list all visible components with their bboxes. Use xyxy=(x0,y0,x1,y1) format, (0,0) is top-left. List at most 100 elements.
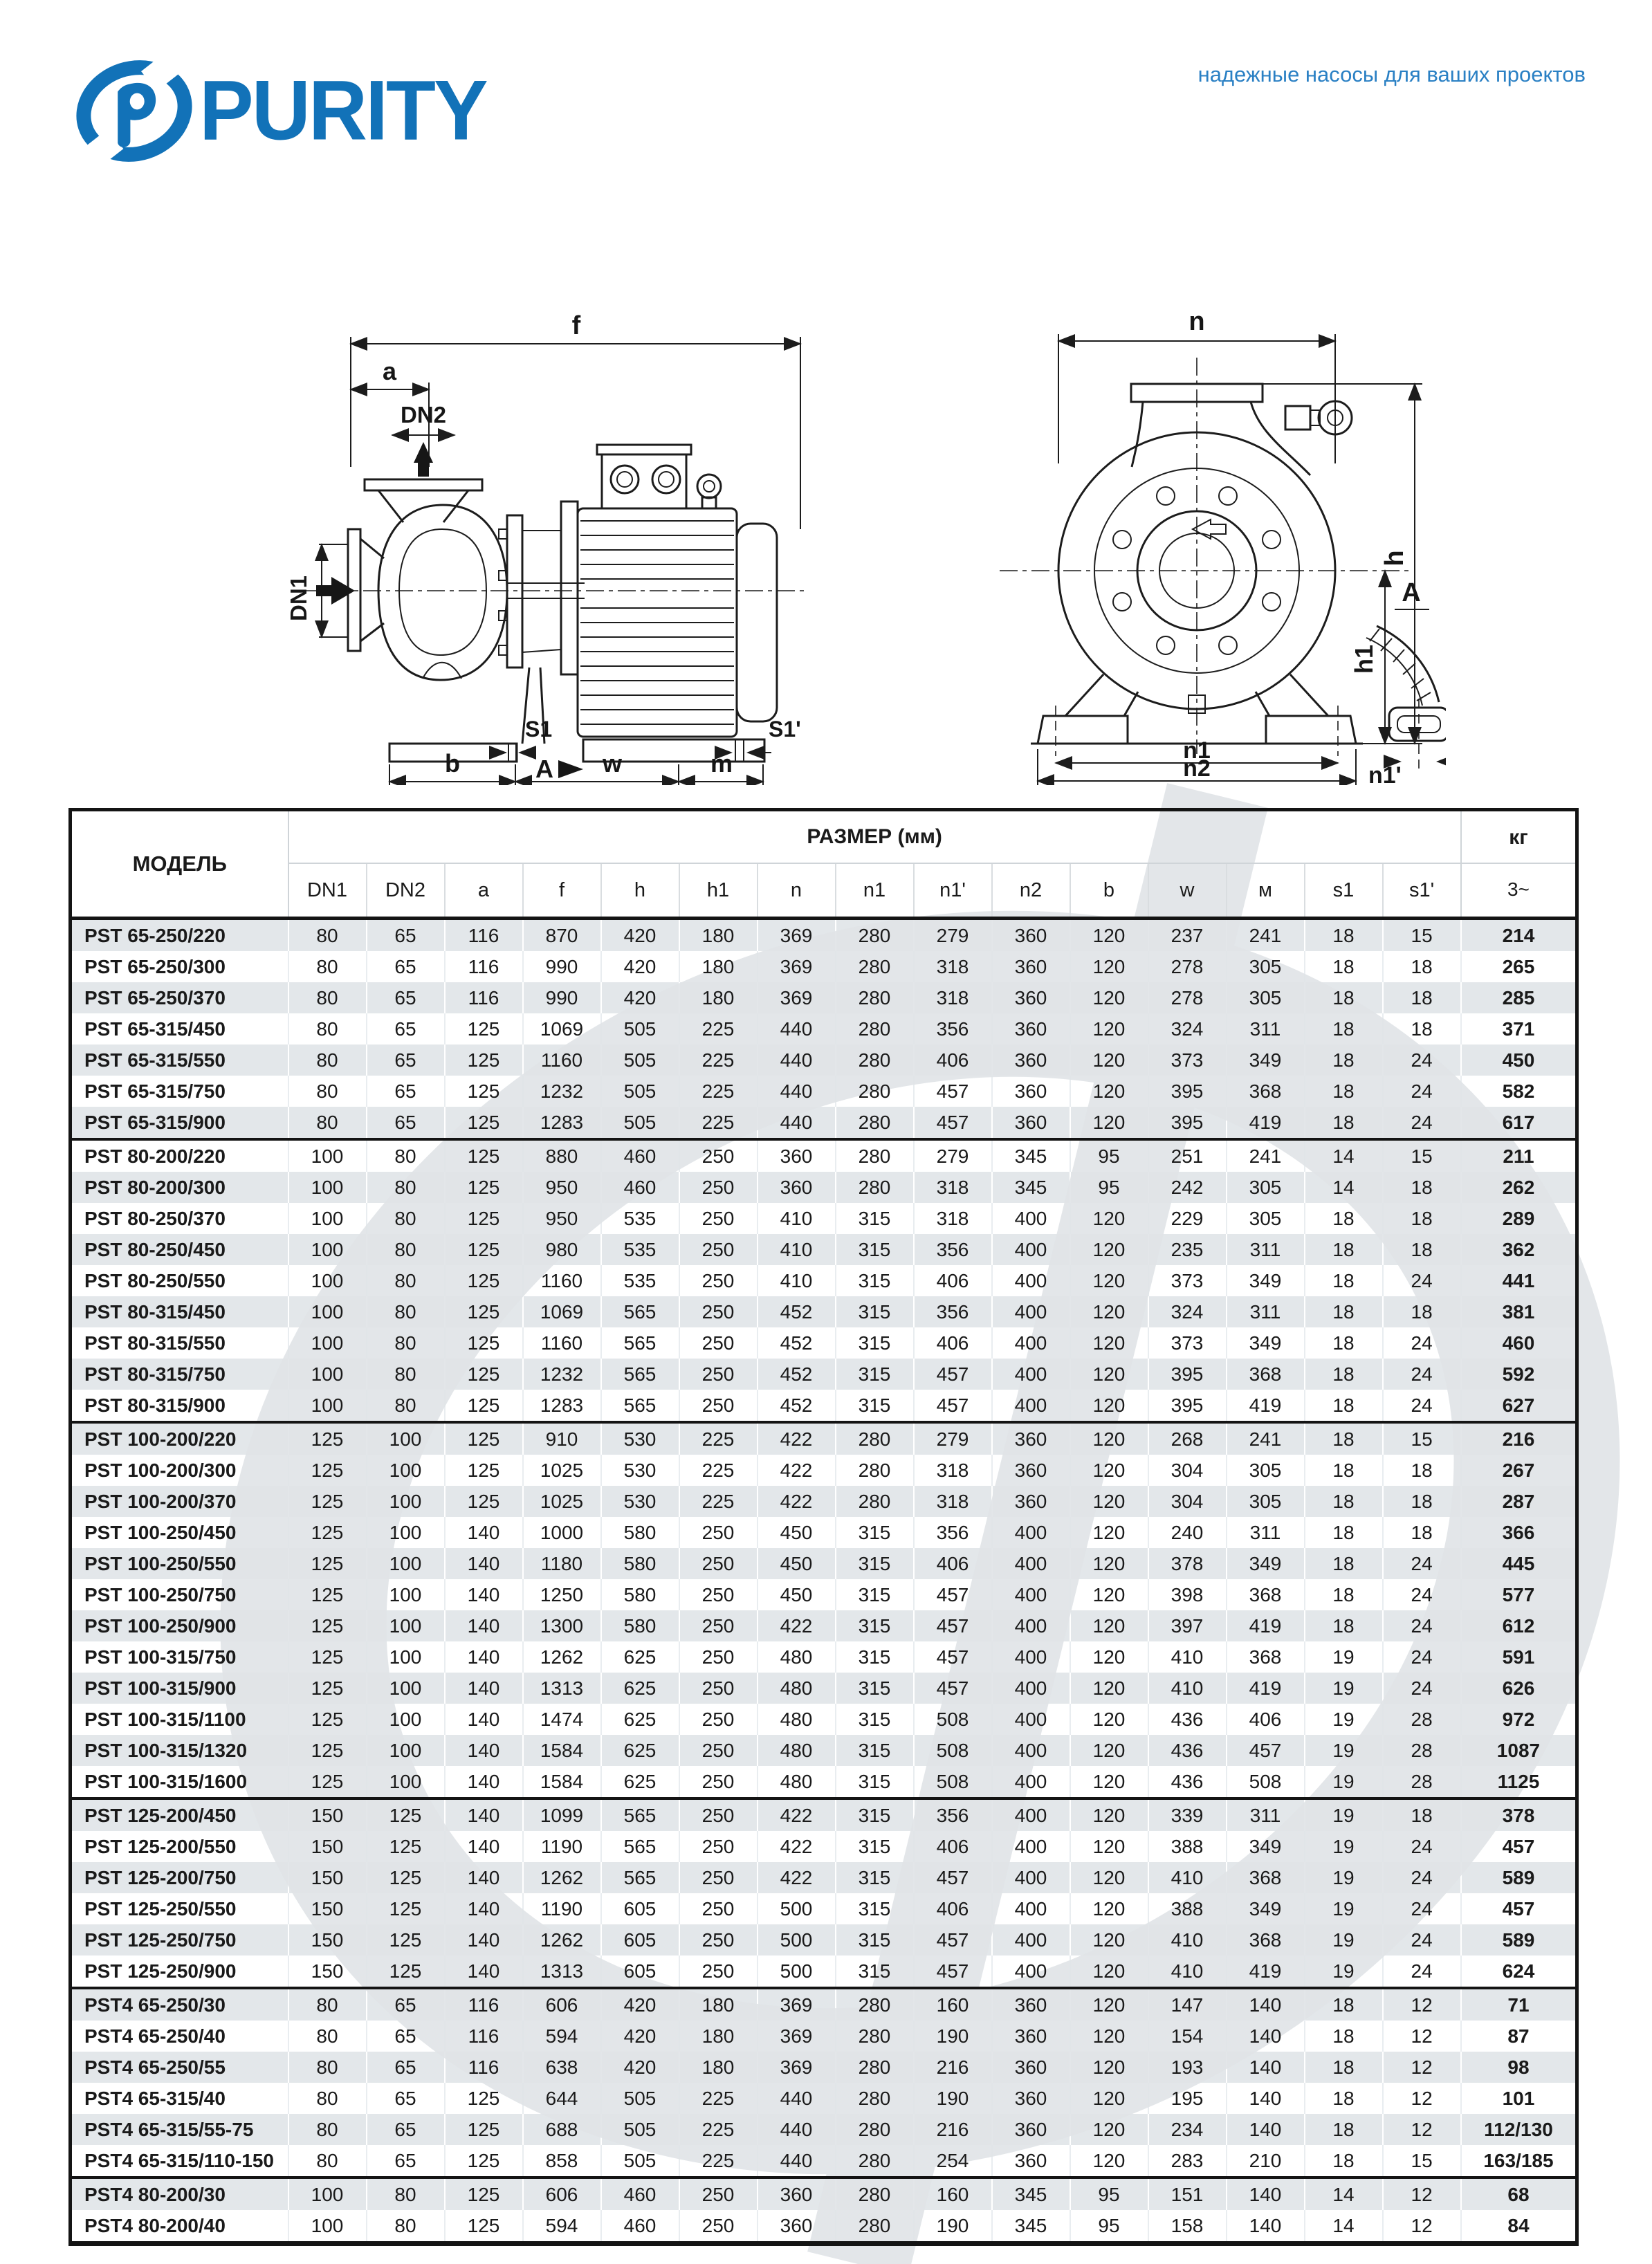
value-cell: 250 xyxy=(679,1359,758,1390)
value-cell: 318 xyxy=(913,1455,993,1486)
value-cell: 18 xyxy=(1382,1517,1462,1548)
value-cell: 180 xyxy=(679,982,758,1013)
model-cell: PST4 65-250/40 xyxy=(70,2021,289,2052)
value-cell: 15 xyxy=(1382,918,1462,951)
value-cell: 125 xyxy=(444,2210,524,2244)
value-cell: 373 xyxy=(1148,1044,1227,1076)
value-cell: 395 xyxy=(1148,1076,1227,1107)
value-cell: 280 xyxy=(835,1987,915,2021)
value-cell: 305 xyxy=(1226,1486,1305,1517)
value-cell: 279 xyxy=(913,1138,993,1172)
brand-logo: PURITY xyxy=(76,55,488,166)
value-cell: 420 xyxy=(600,2052,680,2083)
value-cell: 480 xyxy=(757,1641,836,1673)
value-cell: 1474 xyxy=(522,1704,602,1735)
value-cell: 65 xyxy=(366,918,446,951)
value-cell: 315 xyxy=(835,1579,915,1610)
value-cell: 100 xyxy=(288,1296,367,1327)
value-cell: 251 xyxy=(1148,1138,1227,1172)
value-cell: 125 xyxy=(288,1766,367,1798)
value-cell: 116 xyxy=(444,951,524,982)
value-cell: 420 xyxy=(600,951,680,982)
value-cell: 250 xyxy=(679,1831,758,1862)
value-cell: 406 xyxy=(913,1265,993,1296)
value-cell: 280 xyxy=(835,1044,915,1076)
value-cell: 1099 xyxy=(522,1797,602,1831)
value-cell: 140 xyxy=(1226,2083,1305,2114)
value-cell: 505 xyxy=(600,2145,680,2178)
value-cell: 120 xyxy=(1070,2114,1149,2145)
value-cell: 373 xyxy=(1148,1327,1227,1359)
value-cell: 120 xyxy=(1070,1203,1149,1234)
value-cell: 80 xyxy=(288,1013,367,1044)
value-cell: 457 xyxy=(913,1107,993,1139)
model-cell: PST 80-315/750 xyxy=(70,1359,289,1390)
model-cell: PST4 80-200/40 xyxy=(70,2210,289,2244)
value-cell: 280 xyxy=(835,951,915,982)
table-row: PST 100-200/220 125 100 125 910 530 225 422 280 2… xyxy=(70,1421,1577,1455)
value-cell: 140 xyxy=(444,1924,524,1955)
value-cell: 280 xyxy=(835,2021,915,2052)
value-cell: 216 xyxy=(913,2114,993,2145)
value-cell: 1025 xyxy=(522,1455,602,1486)
value-cell: 360 xyxy=(991,951,1071,982)
value-cell: 349 xyxy=(1226,1831,1305,1862)
value-cell: 18 xyxy=(1382,951,1462,982)
value-cell: 460 xyxy=(600,1138,680,1172)
value-cell: 1069 xyxy=(522,1013,602,1044)
dim-label-a: a xyxy=(383,357,397,385)
model-cell: PST 100-200/220 xyxy=(70,1421,289,1455)
value-cell: 150 xyxy=(288,1893,367,1924)
value-cell: 410 xyxy=(1148,1862,1227,1893)
kg-cell: 460 xyxy=(1460,1327,1577,1359)
value-cell: 125 xyxy=(444,1390,524,1422)
model-cell: PST 65-315/550 xyxy=(70,1044,289,1076)
value-cell: 18 xyxy=(1304,1517,1384,1548)
value-cell: 369 xyxy=(757,1987,836,2021)
value-cell: 440 xyxy=(757,2145,836,2178)
value-cell: 120 xyxy=(1070,1766,1149,1798)
value-cell: 120 xyxy=(1070,1548,1149,1579)
value-cell: 140 xyxy=(444,1831,524,1862)
value-cell: 311 xyxy=(1226,1234,1305,1265)
weight-phase-label: 3~ xyxy=(1507,878,1530,900)
value-cell: 452 xyxy=(757,1296,836,1327)
value-cell: 125 xyxy=(288,1704,367,1735)
value-cell: 140 xyxy=(1226,2052,1305,2083)
value-cell: 125 xyxy=(444,1234,524,1265)
value-cell: 345 xyxy=(991,2210,1071,2244)
table-row: PST 100-250/750 125 100 140 1250 580 250 450 315… xyxy=(70,1579,1577,1610)
value-cell: 1262 xyxy=(522,1862,602,1893)
value-cell: 140 xyxy=(1226,1987,1305,2021)
value-cell: 180 xyxy=(679,1987,758,2021)
kg-cell: 457 xyxy=(1460,1893,1577,1924)
table-row: PST 125-250/750 150 125 140 1262 605 250 500 315… xyxy=(70,1924,1577,1955)
value-cell: 345 xyxy=(991,1172,1071,1203)
value-cell: 240 xyxy=(1148,1517,1227,1548)
value-cell: 406 xyxy=(913,1548,993,1579)
col-header: a xyxy=(444,863,524,920)
value-cell: 420 xyxy=(600,2021,680,2052)
value-cell: 65 xyxy=(366,2052,446,2083)
value-cell: 234 xyxy=(1148,2114,1227,2145)
kg-cell: 216 xyxy=(1460,1421,1577,1455)
value-cell: 436 xyxy=(1148,1735,1227,1766)
value-cell: 12 xyxy=(1382,2210,1462,2244)
value-cell: 505 xyxy=(600,1107,680,1139)
dim-label-n1: n1 xyxy=(1183,737,1211,764)
value-cell: 311 xyxy=(1226,1517,1305,1548)
value-cell: 565 xyxy=(600,1359,680,1390)
value-cell: 125 xyxy=(288,1673,367,1704)
value-cell: 360 xyxy=(991,918,1071,951)
value-cell: 250 xyxy=(679,1673,758,1704)
value-cell: 280 xyxy=(835,1013,915,1044)
value-cell: 120 xyxy=(1070,1735,1149,1766)
value-cell: 140 xyxy=(444,1579,524,1610)
model-cell: PST 65-250/370 xyxy=(70,982,289,1013)
value-cell: 120 xyxy=(1070,1579,1149,1610)
value-cell: 410 xyxy=(757,1203,836,1234)
value-cell: 280 xyxy=(835,918,915,951)
value-cell: 190 xyxy=(913,2083,993,2114)
value-cell: 18 xyxy=(1304,1390,1384,1422)
value-cell: 250 xyxy=(679,1610,758,1641)
